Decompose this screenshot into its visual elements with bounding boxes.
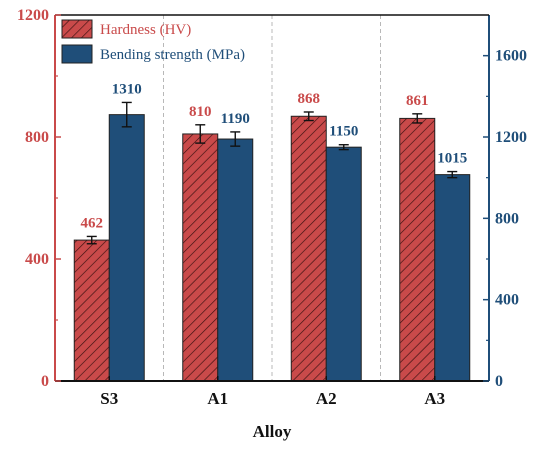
left-tick-label: 0 — [41, 373, 49, 390]
right-tick-label: 0 — [495, 373, 503, 390]
data-label: 861 — [406, 93, 429, 109]
x-tick-label: S3 — [100, 389, 118, 408]
legend-label: Hardness (HV) — [100, 22, 191, 38]
legend-swatch-hardness — [61, 19, 93, 39]
data-label: 1310 — [112, 81, 142, 97]
bar-bending-strength-a1 — [217, 138, 254, 382]
data-label: 462 — [81, 215, 104, 231]
data-label: 1190 — [221, 111, 250, 127]
right-tick-label: 400 — [495, 292, 519, 309]
left-tick-label: 1200 — [17, 7, 49, 24]
bar-hardness-s3 — [73, 239, 110, 382]
legend-swatch-bending-strength — [61, 44, 93, 64]
right-tick-label: 1200 — [495, 129, 527, 146]
bar-hardness-a3 — [399, 117, 436, 382]
bar-hardness-a1 — [182, 133, 219, 382]
x-tick-label: A3 — [424, 389, 445, 408]
legend-label: Bending strength (MPa) — [100, 47, 245, 63]
x-tick-label: A2 — [316, 389, 337, 408]
data-label: 1015 — [437, 151, 467, 167]
data-label: 1150 — [329, 124, 358, 140]
bar-bending-strength-a3 — [434, 174, 471, 382]
left-tick-label: 400 — [25, 251, 49, 268]
bar-bending-strength-a2 — [325, 146, 362, 382]
x-tick-label: A1 — [207, 389, 228, 408]
data-label: 868 — [298, 91, 321, 107]
right-tick-label: 1600 — [495, 48, 527, 65]
data-label: 810 — [189, 104, 212, 120]
bar-bending-strength-s3 — [108, 114, 145, 382]
x-axis-label: Alloy — [253, 422, 292, 441]
right-tick-label: 800 — [495, 210, 519, 227]
bar-hardness-a2 — [290, 115, 327, 382]
left-tick-label: 800 — [25, 129, 49, 146]
